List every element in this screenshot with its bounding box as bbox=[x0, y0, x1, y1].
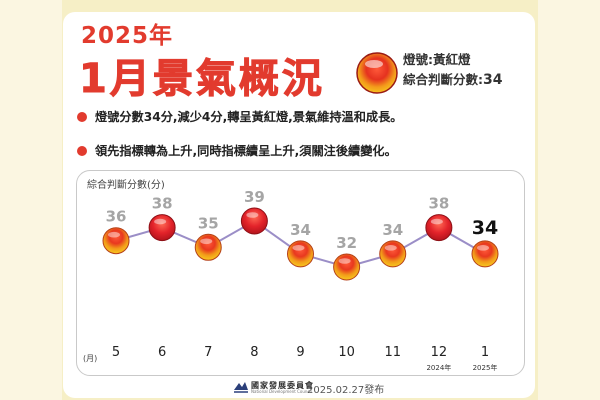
summary-list: 燈號分數34分,減少4分,轉呈黃紅燈,景氣維持溫和成長。 領先指標轉為上升,同時… bbox=[77, 108, 529, 176]
x-tick-label: 9 bbox=[296, 345, 304, 360]
x-tick-label: 1 bbox=[481, 345, 489, 360]
data-label: 32 bbox=[336, 234, 357, 252]
summary-text: 燈號分數34分,減少4分,轉呈黃紅燈,景氣維持溫和成長。 bbox=[95, 110, 403, 124]
data-point bbox=[379, 240, 407, 268]
data-point-shine bbox=[200, 238, 213, 245]
score-chart: 綜合判斷分數(分) (月) 36 5 38 6 35 7 39 8 34 9 32 10 34 11 38 12 2… bbox=[76, 170, 525, 376]
data-label: 39 bbox=[244, 188, 265, 206]
data-point-shine bbox=[108, 231, 120, 238]
x-axis-unit: (月) bbox=[83, 354, 97, 363]
score-line: 綜合判斷分數:34 bbox=[403, 70, 502, 90]
data-label: 34 bbox=[382, 221, 403, 239]
x-tick-label: 11 bbox=[384, 345, 401, 360]
data-label: 38 bbox=[152, 195, 173, 213]
data-label: 36 bbox=[106, 208, 127, 226]
data-point bbox=[471, 240, 499, 268]
data-point-shine bbox=[338, 258, 351, 264]
publish-date: 2025.02.27發布 bbox=[307, 385, 385, 396]
data-label: 38 bbox=[428, 195, 449, 213]
data-point-shine bbox=[384, 245, 397, 251]
summary-item: 領先指標轉為上升,同時指標續呈上升,須關注後續變化。 bbox=[77, 142, 529, 160]
org-name: 國家發展委員會 bbox=[251, 381, 314, 390]
right-margin bbox=[538, 0, 600, 400]
data-point bbox=[425, 214, 453, 242]
data-point bbox=[102, 227, 130, 255]
x-tick-label: 5 bbox=[112, 345, 120, 360]
x-tick-label: 6 bbox=[158, 345, 166, 360]
x-tick-label: 7 bbox=[204, 345, 212, 360]
x-tick-label: 10 bbox=[338, 345, 355, 360]
signal-light-icon bbox=[356, 52, 398, 94]
score-chart-svg: 綜合判斷分數(分) (月) 36 5 38 6 35 7 39 8 34 9 32 10 34 11 38 12 2… bbox=[83, 178, 499, 372]
score-label: 綜合判斷分數: bbox=[403, 72, 483, 87]
light-info: 燈號:黃紅燈 綜合判斷分數:34 bbox=[403, 50, 502, 90]
bullet-dot-icon bbox=[77, 112, 87, 122]
light-status: 燈號:黃紅燈 bbox=[403, 52, 471, 67]
year-tick-label: 2025年 bbox=[473, 363, 498, 372]
year-heading: 2025年 bbox=[81, 23, 174, 49]
score-value: 34 bbox=[483, 72, 503, 88]
data-point-shine bbox=[154, 218, 167, 225]
left-margin bbox=[0, 0, 62, 400]
infographic-card: 2025年 1月景氣概況 燈號:黃紅燈 綜合判斷分數:34 燈號分數34分,減少… bbox=[63, 12, 535, 398]
data-point-shine bbox=[246, 212, 259, 218]
x-tick-label: 8 bbox=[250, 345, 258, 360]
data-label: 34 bbox=[472, 217, 498, 239]
data-point bbox=[194, 233, 222, 261]
y-axis-label: 綜合判斷分數(分) bbox=[87, 178, 165, 191]
data-point bbox=[240, 207, 268, 235]
data-label: 35 bbox=[198, 214, 219, 232]
page-title: 1月景氣概況 bbox=[79, 56, 325, 103]
org-subtitle: National Development Council bbox=[251, 389, 312, 394]
footer: 國家發展委員會 National Development Council 202… bbox=[63, 378, 535, 398]
data-point bbox=[333, 253, 361, 281]
data-point bbox=[287, 240, 314, 268]
data-point bbox=[148, 214, 176, 242]
data-point-shine bbox=[430, 218, 443, 225]
x-tick-label: 12 bbox=[431, 345, 448, 360]
summary-text: 領先指標轉為上升,同時指標續呈上升,須關注後續變化。 bbox=[95, 144, 397, 158]
data-point-shine bbox=[477, 245, 489, 251]
year-tick-label: 2024年 bbox=[426, 363, 451, 372]
summary-item: 燈號分數34分,減少4分,轉呈黃紅燈,景氣維持溫和成長。 bbox=[77, 108, 529, 126]
data-label: 34 bbox=[290, 221, 311, 239]
ndc-logo-icon bbox=[234, 382, 248, 393]
data-point-shine bbox=[292, 245, 305, 251]
bullet-dot-icon bbox=[77, 146, 87, 156]
